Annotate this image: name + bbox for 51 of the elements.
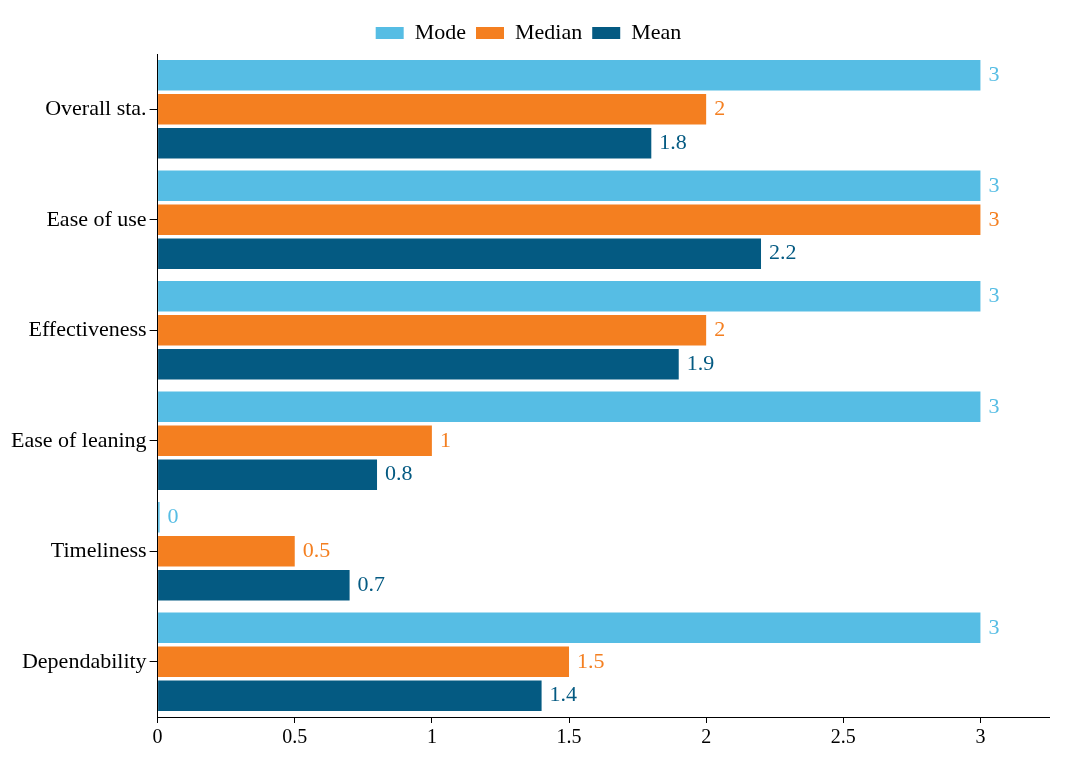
data-label: 3 [988,205,1000,231]
bar [158,459,378,490]
y-tick-label: Overall sta. [45,95,147,121]
data-label: 0 [167,503,179,529]
data-label: 2 [714,316,726,342]
bar [158,536,295,567]
bar [158,569,350,601]
data-label: 3 [988,282,1000,308]
data-label: 2.2 [769,239,797,265]
x-tick-label: 0 [152,725,163,748]
bar [158,348,679,380]
data-label: 3 [988,392,1000,418]
bar [158,60,981,91]
bar [158,170,981,202]
data-label: 2 [714,95,726,121]
data-label: 3 [988,171,1000,197]
bar [158,646,570,677]
x-tick-label: 1 [426,725,437,748]
y-tick-label: Timeliness [50,537,147,563]
data-label: 0.7 [357,570,386,596]
legend-label: Mean [631,18,682,44]
data-label: 1 [439,426,451,452]
bar [158,425,432,456]
data-label: 0.5 [302,537,331,563]
x-tick-label: 0.5 [282,725,308,748]
y-tick-label: Ease of leaning [11,426,147,452]
data-label: 3 [988,613,1000,639]
data-label: 1.5 [577,647,605,673]
data-label: 0.8 [385,460,413,486]
bar [158,127,652,159]
y-tick-label: Ease of use [46,205,147,231]
bar [158,238,762,269]
legend-label: Mode [414,18,467,44]
bar [158,680,542,711]
legend-label: Median [515,18,583,44]
data-label: 1.4 [549,681,578,707]
bar [158,204,981,235]
x-tick-label: 3 [975,725,986,748]
y-tick-label: Effectiveness [28,316,147,342]
x-tick-label: 2 [701,725,712,748]
bar [158,281,981,312]
data-label: 1.9 [686,349,715,375]
bar [158,391,981,423]
x-tick-label: 2.5 [830,725,856,748]
y-tick-label: Dependability [21,647,147,673]
data-label: 1.8 [659,128,687,154]
data-label: 3 [988,61,1000,87]
x-tick-label: 1.5 [556,725,582,748]
bar [158,315,707,346]
bar [158,612,981,644]
bar [158,94,707,125]
